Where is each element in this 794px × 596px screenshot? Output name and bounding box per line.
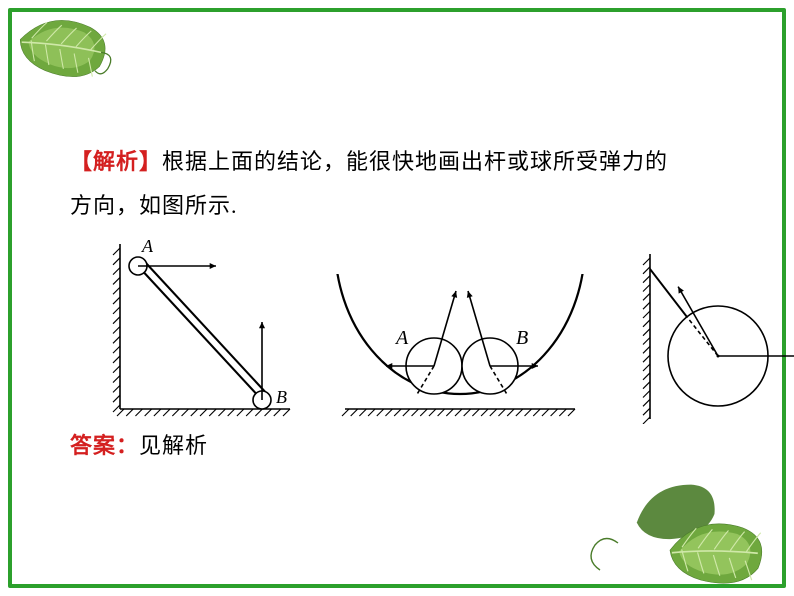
answer-body: 见解析 (139, 433, 208, 458)
analysis-label: 【解析】 (70, 149, 162, 174)
svg-text:B: B (516, 327, 528, 349)
diagram-2: AB (330, 254, 590, 424)
leaf-decoration-top-left (8, 8, 118, 83)
content-area: 【解析】根据上面的结论，能很快地画出杆或球所受弹力的 方向，如图所示. AB A… (70, 140, 724, 460)
diagram-1: AB (90, 234, 300, 424)
analysis-line-2: 方向，如图所示. (70, 184, 724, 228)
analysis-line-1: 【解析】根据上面的结论，能很快地画出杆或球所受弹力的 (70, 140, 724, 184)
answer-label: 答案： (70, 433, 139, 458)
leaf-decoration-bottom-right (580, 475, 780, 590)
diagram-3 (620, 244, 794, 424)
svg-text:A: A (394, 327, 409, 349)
svg-text:B: B (276, 387, 287, 407)
answer-line: 答案：见解析 (70, 428, 724, 460)
diagram-row: AB AB (90, 234, 724, 424)
analysis-body-1: 根据上面的结论，能很快地画出杆或球所受弹力的 (162, 149, 668, 174)
svg-text:A: A (141, 236, 154, 256)
